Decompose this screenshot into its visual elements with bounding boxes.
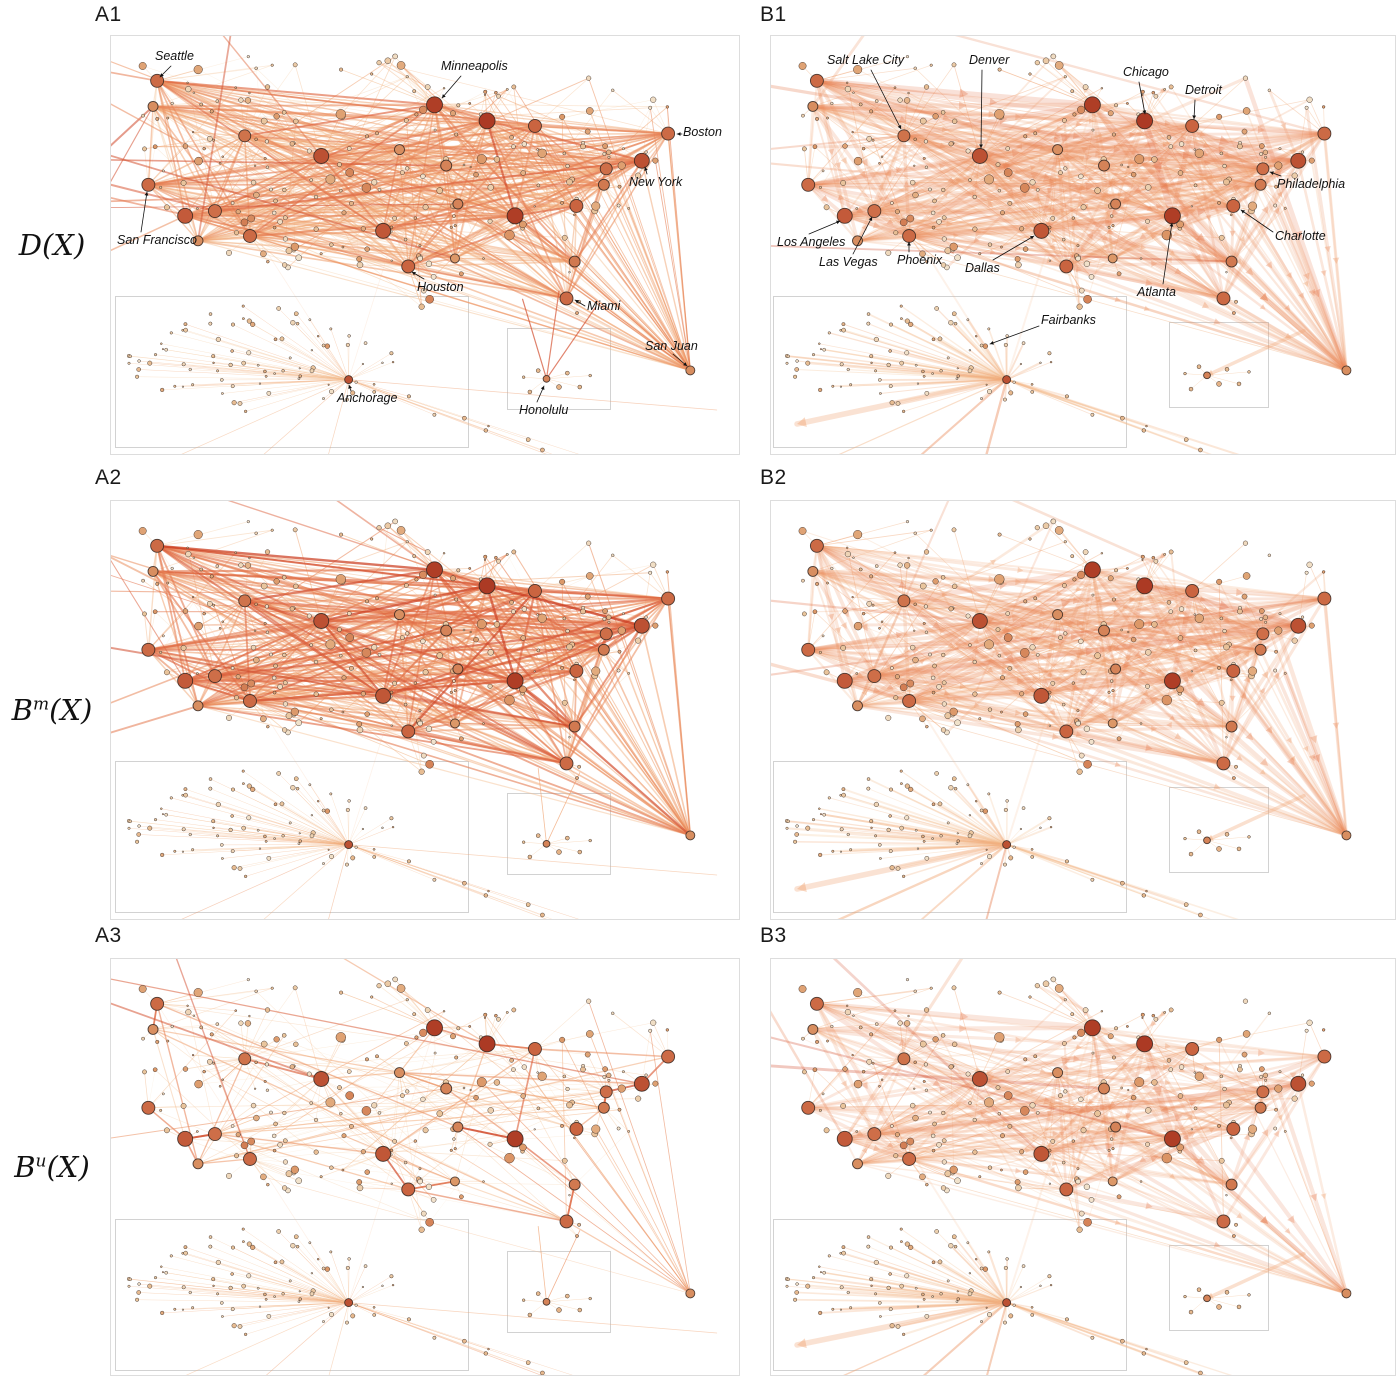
panel-label-b3: B3 [760, 924, 787, 947]
row-label-bm-base: B [11, 693, 33, 727]
row-label-d-base: D [18, 228, 42, 262]
panel-a3 [110, 958, 740, 1376]
row-label-bu-sup: u [35, 1151, 47, 1172]
panel-a1: Seattle Minneapolis Boston New York San Fran… [110, 35, 740, 455]
network-canvas [771, 959, 1395, 1375]
row-label-d-rest: (X) [41, 228, 86, 262]
panel-label-a3: A3 [95, 924, 122, 947]
panel-label-a1: A1 [95, 3, 122, 26]
row-label-bu-base: B [14, 1150, 36, 1184]
panel-b1: Salt Lake City Denver Chicago Detroit Philad… [770, 35, 1396, 455]
panel-b2 [770, 500, 1396, 920]
row-label-bu: Bu(X) [0, 1150, 104, 1184]
panel-label-b1: B1 [760, 3, 787, 26]
network-canvas [111, 959, 739, 1375]
row-label-bm-rest: (X) [49, 693, 93, 727]
panel-label-b2: B2 [760, 466, 787, 489]
panel-label-a2: A2 [95, 466, 122, 489]
network-canvas [771, 501, 1395, 919]
row-label-d: D(X) [0, 228, 104, 262]
network-canvas [111, 36, 739, 454]
panel-a2 [110, 500, 740, 920]
row-label-bm-sup: m [32, 694, 50, 715]
network-canvas [771, 36, 1395, 454]
panel-b3 [770, 958, 1396, 1376]
row-label-bu-rest: (X) [46, 1150, 90, 1184]
network-canvas [111, 501, 739, 919]
row-label-bm: Bm(X) [0, 693, 104, 727]
